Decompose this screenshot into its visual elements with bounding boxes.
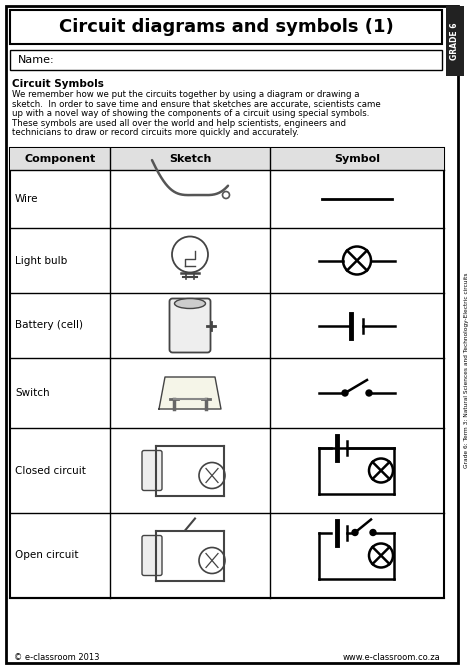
Circle shape	[366, 390, 372, 396]
FancyBboxPatch shape	[10, 50, 442, 70]
Text: Circuit Symbols: Circuit Symbols	[12, 79, 104, 89]
Circle shape	[370, 529, 376, 535]
Ellipse shape	[174, 298, 206, 308]
Circle shape	[342, 390, 348, 396]
Text: Wire: Wire	[15, 194, 38, 204]
Text: Light bulb: Light bulb	[15, 256, 67, 266]
Text: Grade 6: Term 3: Natural Sciences and Technology-Electric circuits: Grade 6: Term 3: Natural Sciences and Te…	[465, 272, 470, 468]
Circle shape	[369, 458, 393, 482]
Circle shape	[343, 246, 371, 274]
Text: We remember how we put the circuits together by using a diagram or drawing a: We remember how we put the circuits toge…	[12, 90, 359, 99]
Text: Switch: Switch	[15, 388, 50, 398]
Text: up with a novel way of showing the components of a circuit using special symbols: up with a novel way of showing the compo…	[12, 109, 369, 118]
Circle shape	[199, 547, 225, 573]
Text: Name:: Name:	[18, 55, 55, 65]
Circle shape	[172, 237, 208, 272]
Text: Open circuit: Open circuit	[15, 551, 79, 561]
FancyBboxPatch shape	[446, 6, 464, 76]
Text: Component: Component	[24, 154, 96, 164]
Text: Circuit diagrams and symbols (1): Circuit diagrams and symbols (1)	[59, 18, 393, 36]
Circle shape	[369, 543, 393, 567]
Text: Sketch: Sketch	[169, 154, 211, 164]
Text: © e-classroom 2013: © e-classroom 2013	[14, 652, 100, 662]
Polygon shape	[182, 527, 192, 535]
Circle shape	[199, 462, 225, 488]
Text: Closed circuit: Closed circuit	[15, 466, 86, 476]
FancyBboxPatch shape	[10, 10, 442, 44]
FancyBboxPatch shape	[142, 450, 162, 490]
Circle shape	[222, 191, 229, 199]
FancyBboxPatch shape	[142, 535, 162, 575]
Text: www.e-classroom.co.za: www.e-classroom.co.za	[342, 652, 440, 662]
Text: GRADE 6: GRADE 6	[450, 22, 459, 60]
FancyBboxPatch shape	[10, 148, 444, 170]
Text: These symbols are used all over the world and help scientists, engineers and: These symbols are used all over the worl…	[12, 118, 346, 128]
Text: Battery (cell): Battery (cell)	[15, 320, 83, 330]
Circle shape	[352, 529, 358, 535]
FancyBboxPatch shape	[10, 148, 444, 598]
FancyBboxPatch shape	[170, 298, 210, 353]
Text: technicians to draw or record circuits more quickly and accurately.: technicians to draw or record circuits m…	[12, 128, 299, 137]
FancyBboxPatch shape	[6, 6, 458, 663]
Text: Symbol: Symbol	[334, 154, 380, 164]
Text: sketch.  In order to save time and ensure that sketches are accurate, scientists: sketch. In order to save time and ensure…	[12, 100, 381, 108]
Polygon shape	[159, 377, 221, 409]
